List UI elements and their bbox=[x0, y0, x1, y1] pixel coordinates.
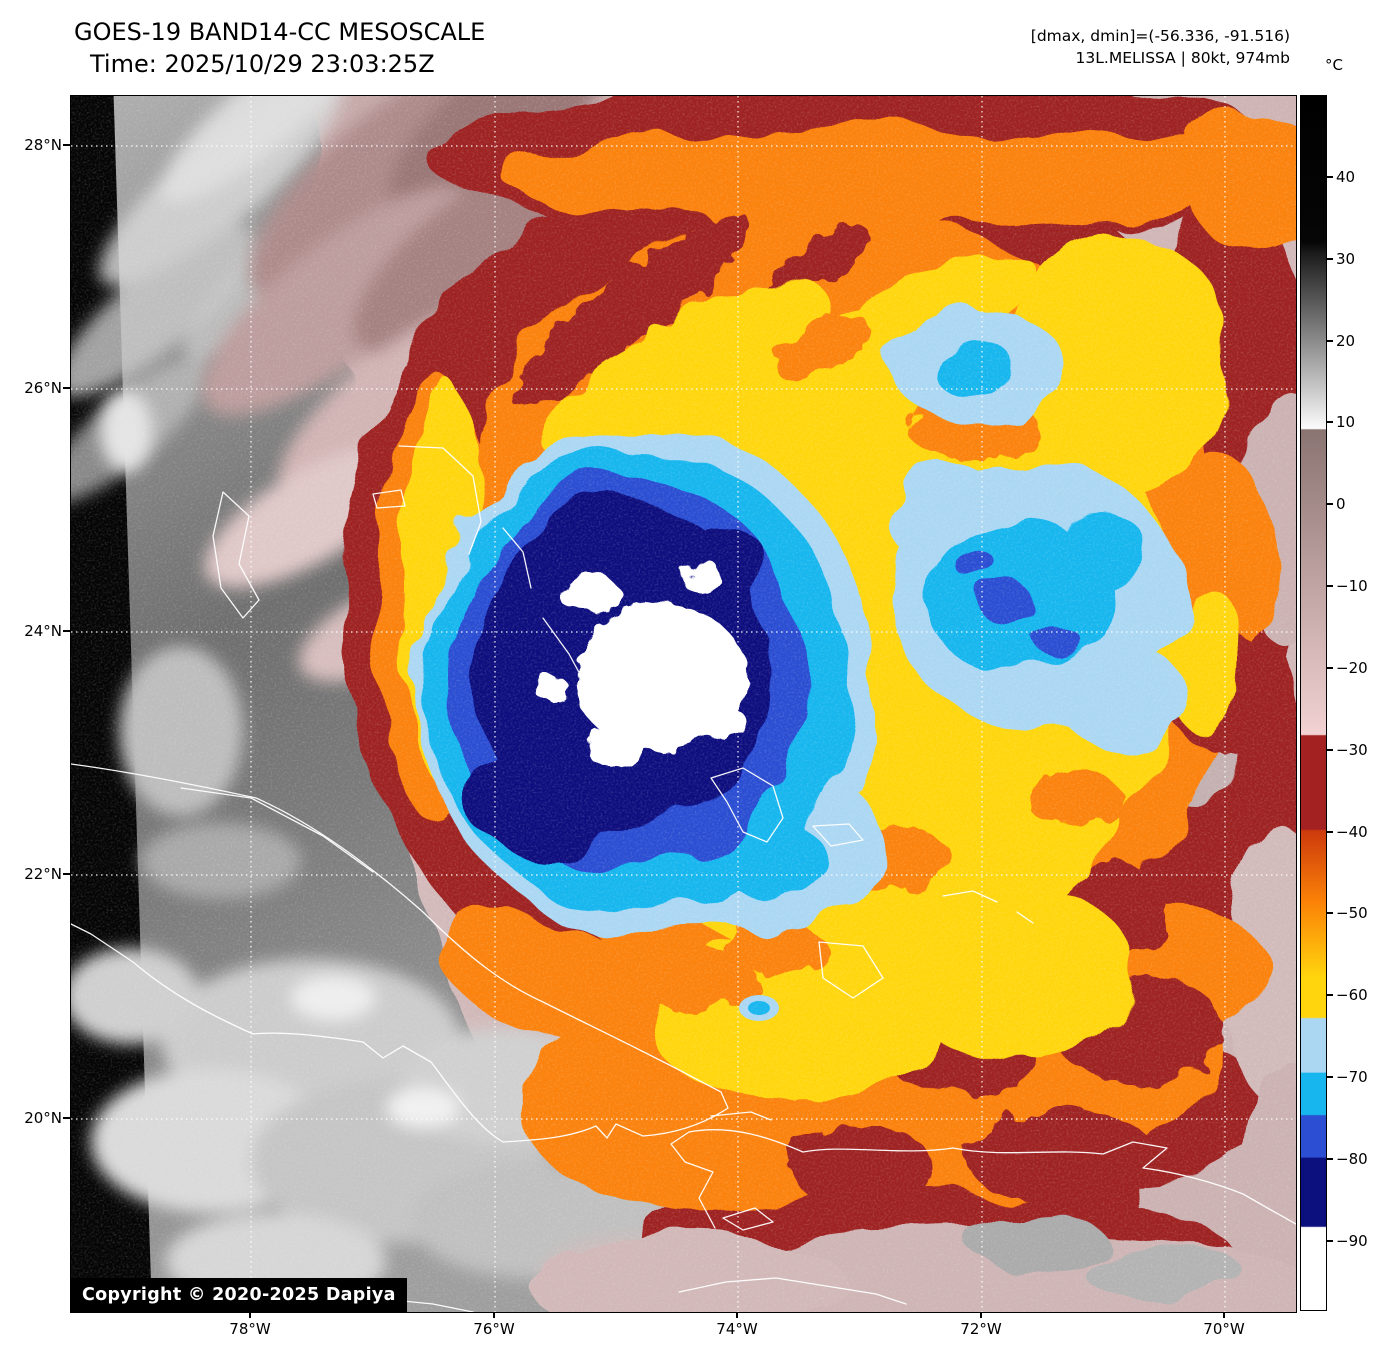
satellite-image bbox=[71, 96, 1296, 1312]
colorbar-tick-label: −50 bbox=[1336, 904, 1368, 922]
colorbar-tick-label: −40 bbox=[1336, 823, 1368, 841]
colorbar-tick-mark bbox=[1327, 994, 1333, 996]
coastlines bbox=[71, 445, 1296, 1312]
colorbar-tick-mark bbox=[1327, 1158, 1333, 1160]
coastline-tortuga bbox=[710, 1111, 772, 1121]
coastline-gonave bbox=[722, 1207, 774, 1231]
lat-tick-mark bbox=[63, 1117, 70, 1119]
lon-tick-mark bbox=[736, 1312, 738, 1318]
colorbar-tick-mark bbox=[1327, 585, 1333, 587]
colorbar-tick-mark bbox=[1327, 258, 1333, 260]
colorbar-tick-mark bbox=[1327, 667, 1333, 669]
coastline-mayaguana bbox=[812, 823, 864, 847]
colorbar-tick-mark bbox=[1327, 421, 1333, 423]
colorbar-tick-mark bbox=[1327, 912, 1333, 914]
colorbar-tick-label: −10 bbox=[1336, 577, 1368, 595]
colorbar-tick-mark bbox=[1327, 1076, 1333, 1078]
colorbar-tick-label: −60 bbox=[1336, 986, 1368, 1004]
coastline-new-providence bbox=[372, 489, 406, 509]
coastline-eleuthera bbox=[398, 445, 482, 555]
coastline-cuba-keys bbox=[180, 787, 374, 873]
lon-tick-label: 74°W bbox=[716, 1320, 758, 1338]
graticule bbox=[71, 96, 1296, 1312]
copyright-badge: Copyright © 2020-2025 Dapiya bbox=[71, 1278, 407, 1312]
noise-texture bbox=[71, 96, 1296, 1312]
lon-tick-label: 70°W bbox=[1203, 1320, 1245, 1338]
colorbar-tick-label: −20 bbox=[1336, 659, 1368, 677]
lat-tick-mark bbox=[63, 387, 70, 389]
coastline-cuba bbox=[71, 763, 729, 1143]
colorbar bbox=[1300, 95, 1327, 1311]
lat-tick-label: 28°N bbox=[24, 136, 62, 154]
colorbar-tick-label: 20 bbox=[1336, 332, 1356, 350]
coastline-long-island bbox=[542, 617, 594, 699]
product-title: GOES-19 BAND14-CC MESOSCALE bbox=[74, 18, 486, 46]
coastline-tiburon-peninsula bbox=[678, 1277, 907, 1305]
range-readout: [dmax, dmin]=(-56.336, -91.516) bbox=[1030, 27, 1290, 45]
coastline-haiti-nw bbox=[670, 1131, 716, 1229]
lon-tick-label: 78°W bbox=[229, 1320, 271, 1338]
lon-tick-label: 76°W bbox=[473, 1320, 515, 1338]
colorbar-tick-label: 30 bbox=[1336, 250, 1356, 268]
colorbar-tick-mark bbox=[1327, 503, 1333, 505]
lat-tick-mark bbox=[63, 144, 70, 146]
lat-tick-label: 20°N bbox=[24, 1109, 62, 1127]
colorbar-unit-label: °C bbox=[1325, 56, 1343, 74]
colorbar-tick-label: −90 bbox=[1336, 1232, 1368, 1250]
coastline-turks-caicos bbox=[942, 890, 1034, 924]
lat-tick-mark bbox=[63, 630, 70, 632]
coastline-andros bbox=[212, 491, 260, 619]
storm-readout: 13L.MELISSA | 80kt, 974mb bbox=[1075, 49, 1290, 67]
lon-tick-mark bbox=[249, 1312, 251, 1318]
colorbar-tick-mark bbox=[1327, 340, 1333, 342]
lon-tick-mark bbox=[493, 1312, 495, 1318]
colorbar-tick-mark bbox=[1327, 1240, 1333, 1242]
title-block: GOES-19 BAND14-CC MESOSCALE Time: 2025/1… bbox=[74, 16, 485, 80]
colorbar-tick-mark bbox=[1327, 749, 1333, 751]
lon-tick-label: 72°W bbox=[960, 1320, 1002, 1338]
lat-tick-label: 26°N bbox=[24, 379, 62, 397]
colorbar-tick-label: −30 bbox=[1336, 741, 1368, 759]
colorbar-tick-label: 40 bbox=[1336, 168, 1356, 186]
coastline-crooked-acklins bbox=[710, 767, 784, 843]
colorbar-tick-label: −80 bbox=[1336, 1150, 1368, 1168]
colorbar-tick-mark bbox=[1327, 176, 1333, 178]
colorbar-tick-mark bbox=[1327, 831, 1333, 833]
colorbar-tick-label: 0 bbox=[1336, 495, 1346, 513]
coastline-great-inagua bbox=[818, 941, 884, 999]
lat-tick-label: 24°N bbox=[24, 622, 62, 640]
colorbar-tick-label: −70 bbox=[1336, 1068, 1368, 1086]
coastline-cat-island bbox=[502, 527, 532, 589]
map-frame: Copyright © 2020-2025 Dapiya bbox=[70, 95, 1297, 1313]
lat-tick-label: 22°N bbox=[24, 865, 62, 883]
lon-tick-mark bbox=[1223, 1312, 1225, 1318]
coastline-hispaniola-north bbox=[688, 1129, 1296, 1225]
lat-tick-mark bbox=[63, 873, 70, 875]
timestamp: Time: 2025/10/29 23:03:25Z bbox=[90, 50, 435, 78]
lon-tick-mark bbox=[980, 1312, 982, 1318]
readout-block: [dmax, dmin]=(-56.336, -91.516) 13L.MELI… bbox=[1031, 25, 1290, 69]
colorbar-tick-label: 10 bbox=[1336, 413, 1356, 431]
